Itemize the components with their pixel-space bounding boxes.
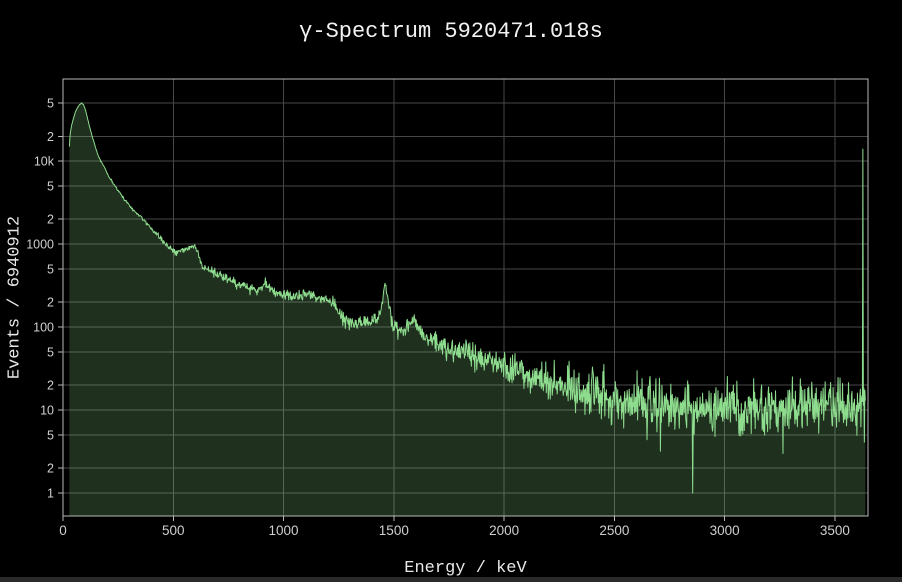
y-tick-label: 5 (47, 180, 54, 194)
y-tick-label: 1000 (26, 238, 54, 252)
y-tick-label: 100 (33, 321, 54, 335)
grid-layer (63, 79, 868, 516)
x-tick-label: 2500 (599, 523, 629, 538)
plot-frame (62, 78, 869, 517)
y-axis-title: Events / 6940912 (5, 215, 25, 380)
x-tick-label: 3500 (820, 523, 850, 538)
y-tick-label: 2 (47, 379, 54, 393)
plot-border (62, 78, 869, 517)
y-tick-label: 2 (47, 213, 54, 227)
x-tick-label: 0 (59, 523, 67, 538)
x-axis-ticks: 0 500 1000 1500 2000 2500 3000 3500 (59, 516, 850, 538)
y-tick-label: 10 (40, 404, 54, 418)
x-axis-title: Energy / keV (404, 559, 527, 578)
y-tick-label: 1 (47, 487, 54, 501)
y-tick-label: 10k (34, 155, 55, 169)
y-tick-label: 2 (47, 130, 54, 144)
y-tick-label: 5 (47, 429, 54, 443)
spectrum-fill (69, 102, 866, 516)
x-tick-label: 2000 (489, 523, 519, 538)
horizontal-scrollbar[interactable] (0, 577, 902, 582)
y-tick-label: 5 (47, 263, 54, 277)
y-tick-label: 2 (47, 462, 54, 476)
y-tick-label: 2 (47, 296, 54, 310)
x-tick-label: 3000 (710, 523, 740, 538)
spectrum-trace (68, 102, 866, 516)
y-axis-ticks: 1 2 5 10 2 5 100 2 5 1000 2 5 10k 2 5 (26, 97, 63, 501)
x-tick-label: 500 (162, 523, 185, 538)
spectrum-line (68, 102, 866, 494)
y-tick-label: 5 (47, 97, 54, 111)
x-tick-label: 1500 (379, 523, 409, 538)
y-tick-label: 5 (47, 346, 54, 360)
x-tick-label: 1000 (269, 523, 299, 538)
chart-title: γ-Spectrum 5920471.018s (299, 19, 603, 44)
